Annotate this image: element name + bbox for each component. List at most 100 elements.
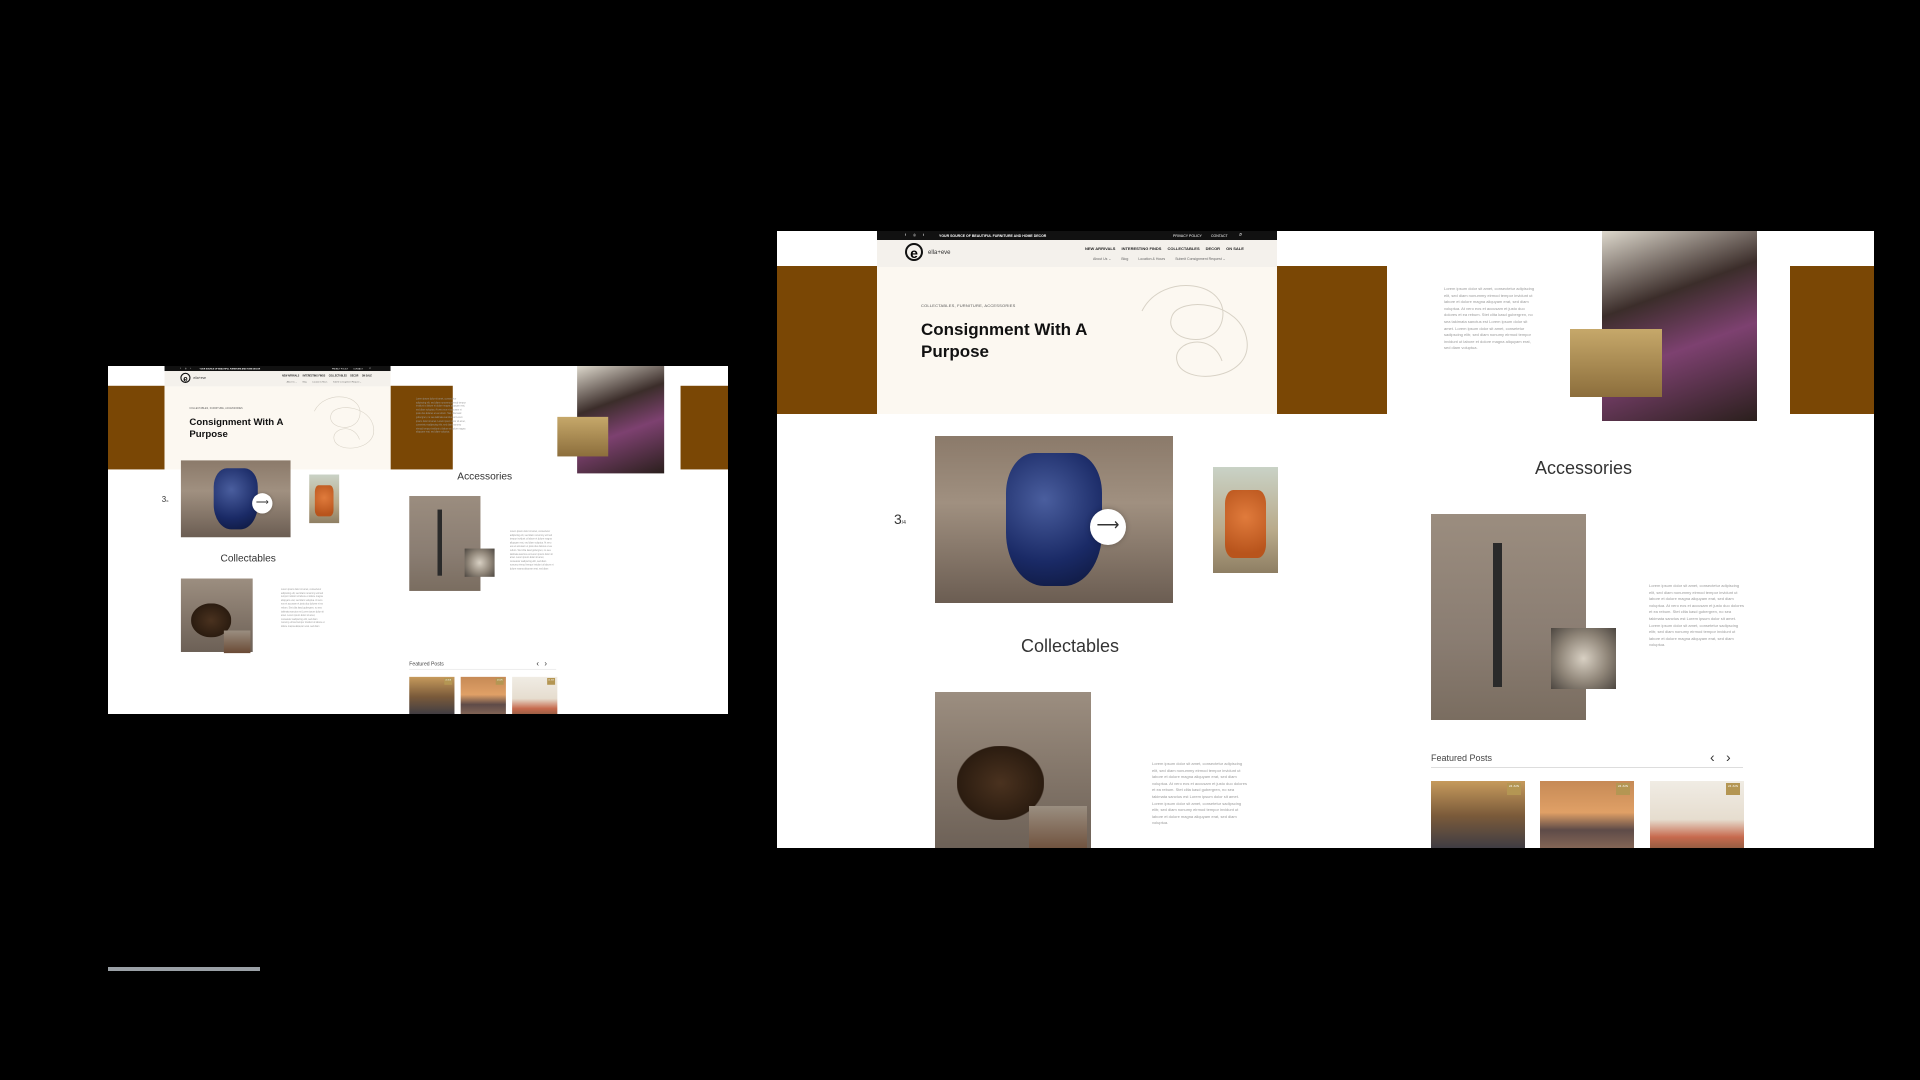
swirl-decoration <box>314 396 374 449</box>
cabinet-photo <box>1570 329 1662 397</box>
hero-eyebrow: COLLECTABLES, FURNITURE, ACCESSORIES <box>921 303 1016 308</box>
main-nav: NEW ARRIVALS INTERESTING FINDS COLLECTABLE… <box>282 374 375 377</box>
subnav-about[interactable]: About Us ⌄ <box>1093 257 1112 261</box>
featured-prev-button[interactable]: ‹ <box>536 658 540 668</box>
nav-on-sale[interactable]: ON SALE <box>1226 246 1244 251</box>
brown-band-mid <box>390 385 453 470</box>
carousel-next-button[interactable]: ⟶ <box>252 493 273 514</box>
nav-on-sale[interactable]: ON SALE <box>361 374 372 378</box>
hero-eyebrow: COLLECTABLES, FURNITURE, ACCESSORIES <box>189 406 243 410</box>
ornament-photo <box>223 630 251 654</box>
cabinet-photo <box>557 416 609 457</box>
social-icons[interactable]: f ◎ t <box>180 367 193 370</box>
carousel-counter: 3/4 <box>161 494 169 504</box>
nav-collectables[interactable]: COLLECTABLES <box>328 374 347 378</box>
main-nav: NEW ARRIVALS INTERESTING FINDS COLLECTABLE… <box>1085 246 1250 251</box>
featured-divider <box>1431 767 1743 768</box>
featured-next-button[interactable]: › <box>544 658 547 668</box>
logo-text[interactable]: ella+eve <box>193 376 207 381</box>
subnav-consignment[interactable]: Submit Consignment Request ⌄ <box>333 380 362 383</box>
page-canvas: f ◎ t YOUR SOURCE OF BEAUTIFUL FURNITURE… <box>108 366 728 714</box>
candelabra-photo <box>1431 514 1586 720</box>
hero-title: Consignment With A Purpose <box>189 416 284 440</box>
privacy-link[interactable]: PRIVACY POLICY <box>331 367 349 370</box>
preview-large: f ◎ t YOUR SOURCE OF BEAUTIFUL FURNITURE… <box>777 231 1874 848</box>
featured-next-button[interactable]: › <box>1726 749 1731 765</box>
ornament-photo <box>1029 806 1087 848</box>
plate-photo <box>464 548 495 577</box>
featured-post-2[interactable]: 24 JUN <box>1540 781 1634 848</box>
swirl-decoration <box>1141 285 1248 377</box>
post-date: 24 JUN <box>1616 783 1630 795</box>
post-date: 24 JUN <box>547 677 556 685</box>
sub-nav: About Us ⌄ Blog Location & Hours Submit Con… <box>287 381 368 383</box>
featured-posts-title: Featured Posts <box>1431 753 1493 763</box>
subnav-about[interactable]: About Us ⌄ <box>286 380 297 383</box>
brown-band-right <box>1790 266 1874 414</box>
brown-band-mid <box>1277 266 1387 414</box>
brown-band-left <box>108 385 165 470</box>
intro-paragraph: Lorem ipsum dolor sit amet, consectetur … <box>416 397 466 434</box>
horizontal-scrollbar[interactable] <box>108 967 260 971</box>
orange-chair-photo[interactable] <box>309 474 340 524</box>
search-icon[interactable]: ⌕ <box>369 366 372 370</box>
post-date: 24 JUN <box>444 677 453 685</box>
featured-divider <box>409 668 557 670</box>
featured-post-1[interactable]: 24 JUN <box>409 676 455 714</box>
collectables-paragraph: Lorem ipsum dolor sit amet, consectetur … <box>280 587 325 628</box>
nav-new-arrivals[interactable]: NEW ARRIVALS <box>282 374 300 378</box>
logo-icon[interactable]: e <box>905 243 923 261</box>
accessories-paragraph: Lorem ipsum dolor sit amet, consectetur … <box>509 529 554 570</box>
nav-collectables[interactable]: COLLECTABLES <box>1167 246 1200 251</box>
subnav-blog[interactable]: Blog <box>302 380 307 383</box>
social-icons[interactable]: f ◎ t <box>905 233 927 237</box>
tagline: YOUR SOURCE OF BEAUTIFUL FURNITURE AND H… <box>199 367 261 370</box>
logo-icon[interactable]: e <box>180 372 191 383</box>
blue-jug-photo[interactable] <box>935 436 1173 603</box>
post-date: 24 JUN <box>1726 783 1740 795</box>
collectables-heading: Collectables <box>220 552 276 564</box>
post-date: 24 JUN <box>495 677 504 685</box>
top-bar: f ◎ t YOUR SOURCE OF BEAUTIFUL FURNITURE… <box>164 366 391 372</box>
nav-area: e ella+eve NEW ARRIVALS INTERESTING FINDS… <box>164 371 391 387</box>
nav-new-arrivals[interactable]: NEW ARRIVALS <box>1085 246 1116 251</box>
collectables-paragraph: Lorem ipsum dolor sit amet, consectetur … <box>1152 761 1247 826</box>
hero-section: f ◎ t YOUR SOURCE OF BEAUTIFUL FURNITURE… <box>877 231 1277 414</box>
featured-post-2[interactable]: 24 JUN <box>460 676 506 714</box>
featured-post-3[interactable]: 24 JUN <box>1650 781 1744 848</box>
top-bar: f ◎ t YOUR SOURCE OF BEAUTIFUL FURNITURE… <box>877 231 1277 240</box>
subnav-location[interactable]: Location & Hours <box>1138 257 1166 261</box>
brown-band-right <box>680 385 728 470</box>
nav-decor[interactable]: DECOR <box>1205 246 1221 251</box>
privacy-link[interactable]: PRIVACY POLICY <box>1173 233 1202 238</box>
search-icon[interactable]: ⌕ <box>1239 232 1243 238</box>
page-canvas: f ◎ t YOUR SOURCE OF BEAUTIFUL FURNITURE… <box>777 231 1874 848</box>
contact-link[interactable]: CONTACT <box>1211 233 1228 238</box>
nav-decor[interactable]: DECOR <box>350 374 359 378</box>
featured-post-3[interactable]: 24 JUN <box>512 676 558 714</box>
accessories-heading: Accessories <box>1535 458 1633 478</box>
intro-paragraph: Lorem ipsum dolor sit amet, consectetur … <box>1444 286 1535 351</box>
featured-post-1[interactable]: 24 JUN <box>1431 781 1525 848</box>
featured-prev-button[interactable]: ‹ <box>1710 749 1715 765</box>
hero-section: f ◎ t YOUR SOURCE OF BEAUTIFUL FURNITURE… <box>164 366 391 470</box>
blue-jug-photo[interactable] <box>180 460 291 538</box>
subnav-location[interactable]: Location & Hours <box>312 380 328 383</box>
contact-link[interactable]: CONTACT <box>353 367 363 370</box>
carousel-counter: 3/4 <box>894 511 906 527</box>
sub-nav: About Us ⌄ Blog Location & Hours Submit Con… <box>1093 257 1236 261</box>
accessories-paragraph: Lorem ipsum dolor sit amet, consectetur … <box>1649 583 1744 648</box>
post-date: 24 JUN <box>1507 783 1521 795</box>
tagline: YOUR SOURCE OF BEAUTIFUL FURNITURE AND H… <box>939 233 1047 238</box>
orange-chair-photo[interactable] <box>1213 467 1278 573</box>
logo-text[interactable]: ella+eve <box>928 250 951 256</box>
preview-small: f ◎ t YOUR SOURCE OF BEAUTIFUL FURNITURE… <box>108 366 728 714</box>
collectables-heading: Collectables <box>1021 636 1120 656</box>
subnav-blog[interactable]: Blog <box>1121 257 1129 261</box>
subnav-consignment[interactable]: Submit Consignment Request ⌄ <box>1175 257 1226 261</box>
hero-title: Consignment With A Purpose <box>921 320 1087 361</box>
nav-interesting-finds[interactable]: INTERESTING FINDS <box>302 374 326 378</box>
nav-interesting-finds[interactable]: INTERESTING FINDS <box>1121 246 1162 251</box>
plate-photo <box>1551 628 1616 689</box>
carousel-next-button[interactable]: ⟶ <box>1090 509 1126 545</box>
